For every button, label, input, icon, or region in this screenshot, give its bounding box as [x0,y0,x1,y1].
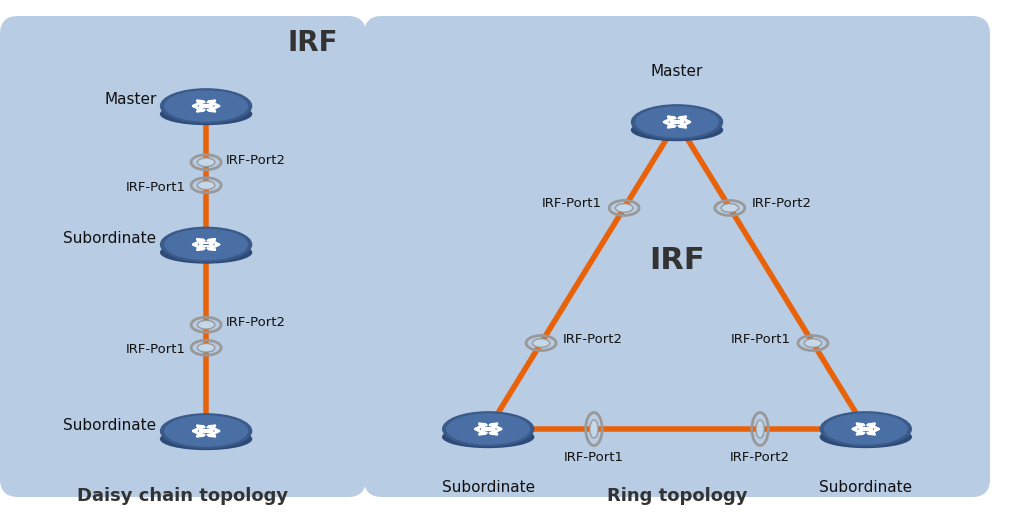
Ellipse shape [616,203,633,212]
Text: Subordinate: Subordinate [63,231,156,246]
Ellipse shape [197,344,214,352]
Text: Subordinate: Subordinate [442,481,534,495]
Ellipse shape [197,181,214,190]
Ellipse shape [820,411,912,447]
Text: IRF-Port2: IRF-Port2 [227,316,287,329]
Ellipse shape [824,413,908,445]
Text: IRF-Port1: IRF-Port1 [126,181,186,194]
Text: IRF-Port2: IRF-Port2 [752,198,812,210]
Ellipse shape [805,339,822,347]
Ellipse shape [590,420,598,438]
Ellipse shape [197,158,214,167]
Text: IRF: IRF [649,246,705,275]
Ellipse shape [631,119,723,141]
Ellipse shape [721,203,739,212]
Ellipse shape [160,227,252,262]
Ellipse shape [160,413,252,449]
Ellipse shape [442,426,534,448]
Text: IRF-Port2: IRF-Port2 [563,332,623,346]
Ellipse shape [756,420,764,438]
Text: IRF-Port1: IRF-Port1 [543,198,602,210]
Text: Daisy chain topology: Daisy chain topology [77,487,289,505]
Ellipse shape [820,426,912,448]
Text: Subordinate: Subordinate [63,417,156,433]
Ellipse shape [165,90,248,122]
Text: Subordinate: Subordinate [819,481,912,495]
Ellipse shape [631,104,723,140]
Ellipse shape [442,411,534,447]
Text: IRF: IRF [288,29,338,57]
Ellipse shape [532,339,550,347]
Text: IRF-Port1: IRF-Port1 [126,343,186,356]
Text: IRF-Port1: IRF-Port1 [731,332,790,346]
Ellipse shape [635,106,719,138]
FancyBboxPatch shape [364,16,990,497]
Ellipse shape [197,320,214,329]
Ellipse shape [160,88,252,124]
Text: IRF-Port2: IRF-Port2 [731,451,790,464]
Text: IRF-Port1: IRF-Port1 [564,451,624,464]
Ellipse shape [160,428,252,450]
Ellipse shape [160,103,252,125]
Ellipse shape [165,415,248,447]
Text: IRF-Port2: IRF-Port2 [227,154,287,167]
FancyBboxPatch shape [0,16,366,497]
Text: Master: Master [105,92,156,107]
Ellipse shape [160,241,252,264]
Text: Ring topology: Ring topology [607,487,747,505]
Text: Master: Master [651,64,703,79]
Ellipse shape [446,413,530,445]
Ellipse shape [165,229,248,260]
